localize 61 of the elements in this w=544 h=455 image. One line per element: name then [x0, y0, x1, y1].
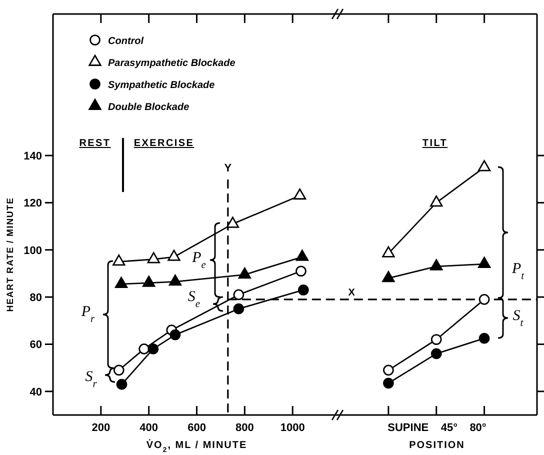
- y-axis-title: HEART RATE / MINUTE: [5, 197, 15, 312]
- annotation: P$_{e}$: [191, 250, 206, 270]
- point: [296, 266, 306, 277]
- point: [430, 334, 442, 345]
- legend-label: Control: [108, 36, 144, 47]
- point: [478, 294, 490, 305]
- point: [226, 216, 240, 228]
- annotation: TILT: [422, 138, 448, 149]
- x-tick-label: 200: [92, 422, 110, 434]
- point: [478, 256, 491, 268]
- point: [430, 196, 443, 207]
- y-tick-label: 80: [30, 292, 42, 304]
- ref-line-label: Y: [224, 162, 232, 175]
- point: [383, 378, 394, 389]
- annotation: P$_{r}$: [80, 304, 96, 324]
- point: [170, 329, 181, 340]
- annotation: EXERCISE: [134, 138, 194, 149]
- x-tick-label: 800: [236, 422, 254, 434]
- annotation: S$_{r}$: [85, 369, 98, 390]
- point: [112, 254, 126, 266]
- annotation: P$_{t}$: [510, 261, 526, 282]
- point: [148, 344, 159, 354]
- text: SUPINE 45° 80°: [388, 422, 486, 434]
- x-tick-label: 1000: [280, 422, 305, 434]
- point: [382, 246, 395, 258]
- y-tick-label: 100: [24, 244, 42, 257]
- point: [233, 289, 244, 300]
- point: [116, 378, 128, 390]
- y-tick-label: 140: [24, 150, 42, 163]
- point: [113, 364, 124, 376]
- legend-label: Sympathetic Blockade: [108, 80, 216, 91]
- x-axis-title: V̇O$_{2}$, ML / MINUTE: [146, 438, 248, 454]
- point: [147, 252, 160, 264]
- x-tick-label: 400: [140, 422, 158, 434]
- legend-label: Double Blockade: [108, 102, 190, 113]
- point: [142, 276, 156, 287]
- point: [293, 188, 306, 200]
- point: [114, 276, 128, 288]
- point: [383, 364, 394, 376]
- point: [382, 270, 395, 282]
- y-tick-label: 60: [30, 339, 42, 352]
- ref-line-label: X: [348, 287, 356, 298]
- point: [238, 267, 252, 279]
- point: [138, 344, 150, 354]
- y-tick-label: 120: [24, 198, 42, 210]
- point: [168, 250, 180, 261]
- point: [168, 274, 182, 286]
- point: [430, 348, 442, 360]
- annotation: S$_{t}$: [512, 308, 524, 328]
- point: [478, 160, 491, 172]
- point: [298, 284, 309, 296]
- point: [478, 332, 490, 344]
- point: [296, 250, 309, 261]
- y-tick-label: 40: [30, 386, 42, 398]
- text: POSITION: [409, 440, 465, 451]
- point: [430, 259, 443, 270]
- annotation: S$_{e}$: [188, 289, 200, 310]
- point: [233, 303, 244, 314]
- annotation: REST: [79, 138, 111, 149]
- x-tick-label: 600: [188, 422, 206, 434]
- legend-label: Parasympathetic Blockade: [108, 58, 236, 69]
